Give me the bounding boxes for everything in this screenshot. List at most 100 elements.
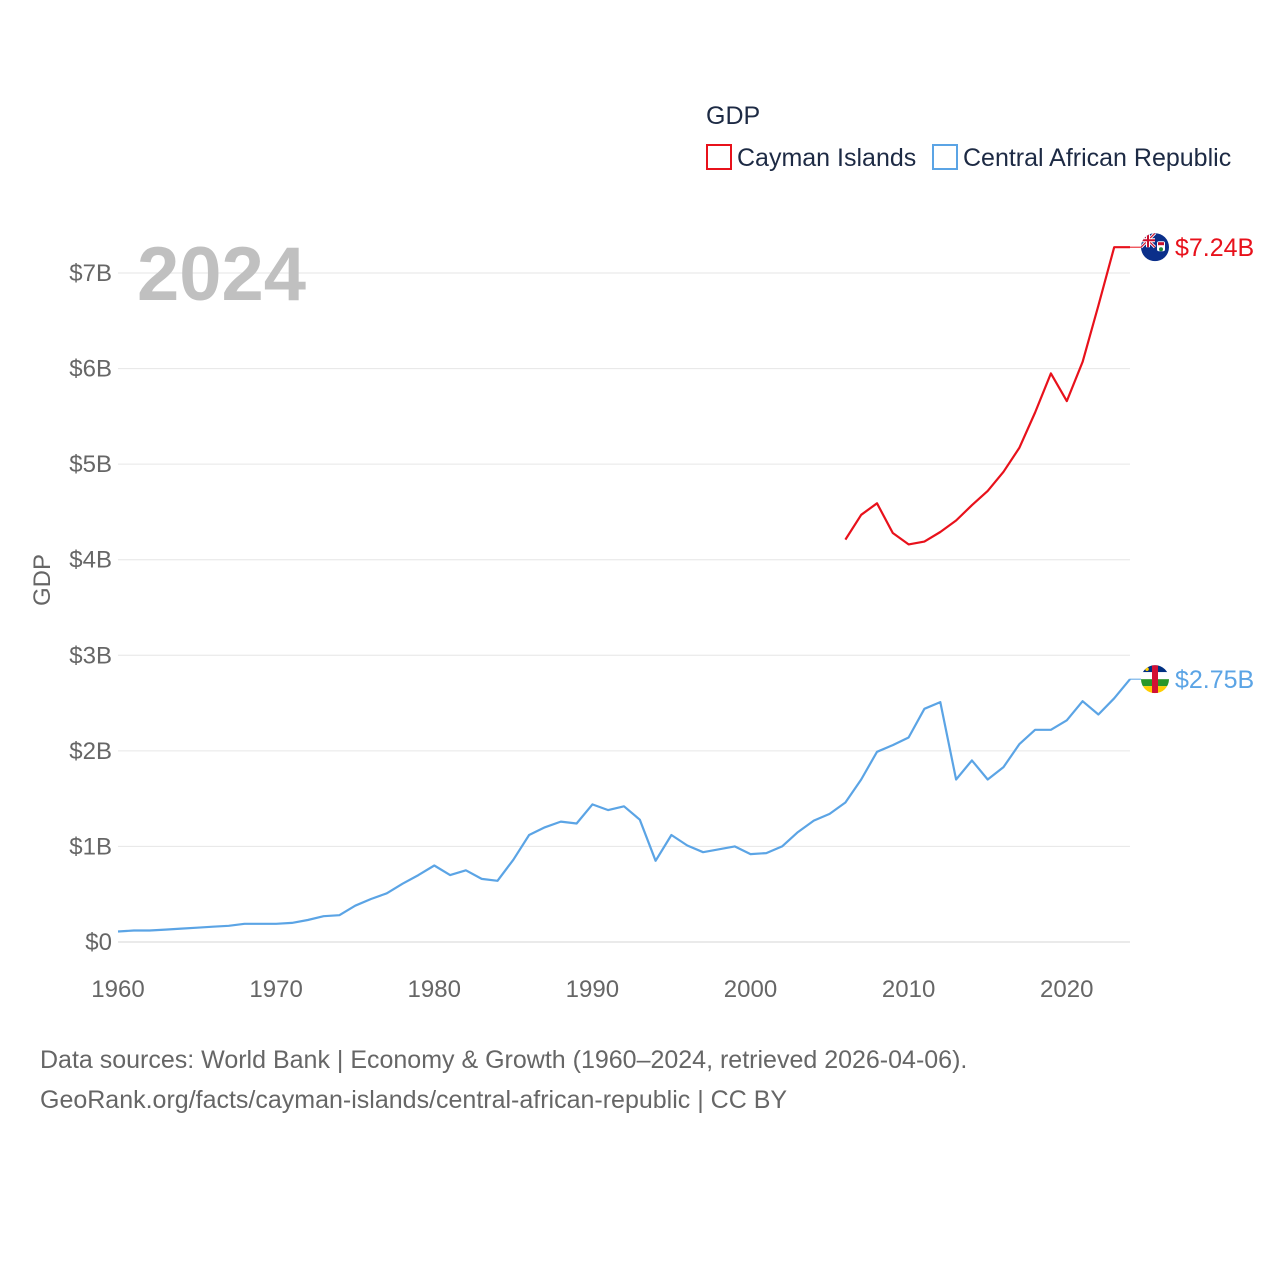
data-point[interactable] bbox=[700, 849, 706, 855]
y-tick-label: $2B bbox=[69, 738, 112, 765]
data-point[interactable] bbox=[605, 807, 611, 813]
data-point[interactable] bbox=[969, 757, 975, 763]
data-point[interactable] bbox=[874, 500, 880, 506]
data-point[interactable] bbox=[953, 777, 959, 783]
data-point[interactable] bbox=[621, 803, 627, 809]
data-point[interactable] bbox=[574, 820, 580, 826]
legend-item-cayman-islands[interactable]: Cayman Islands bbox=[706, 144, 916, 172]
data-point[interactable] bbox=[1016, 741, 1022, 747]
data-point[interactable] bbox=[431, 863, 437, 869]
data-point[interactable] bbox=[336, 912, 342, 918]
legend-swatch-cayman-islands bbox=[706, 144, 732, 170]
legend-item-central-african-republic[interactable]: Central African Republic bbox=[932, 144, 1231, 172]
data-point[interactable] bbox=[321, 913, 327, 919]
data-point[interactable] bbox=[779, 843, 785, 849]
y-tick-label: $0 bbox=[85, 929, 112, 956]
data-point[interactable] bbox=[194, 925, 200, 931]
data-point[interactable] bbox=[653, 858, 659, 864]
data-point[interactable] bbox=[732, 843, 738, 849]
data-point[interactable] bbox=[242, 921, 248, 927]
data-point[interactable] bbox=[273, 921, 279, 927]
series-line-central-african-republic[interactable] bbox=[117, 678, 1131, 933]
data-point[interactable] bbox=[368, 896, 374, 902]
data-point[interactable] bbox=[858, 777, 864, 783]
data-point[interactable] bbox=[811, 818, 817, 824]
data-point[interactable] bbox=[289, 920, 295, 926]
data-point[interactable] bbox=[937, 529, 943, 535]
data-point[interactable] bbox=[1032, 727, 1038, 733]
data-point[interactable] bbox=[716, 846, 722, 852]
year-label: 2024 bbox=[137, 232, 306, 317]
data-point[interactable] bbox=[969, 502, 975, 508]
data-point[interactable] bbox=[115, 928, 121, 934]
data-point[interactable] bbox=[495, 878, 501, 884]
data-point[interactable] bbox=[526, 832, 532, 838]
data-point[interactable] bbox=[1080, 698, 1086, 704]
data-point[interactable] bbox=[906, 734, 912, 740]
data-point[interactable] bbox=[985, 488, 991, 494]
data-point[interactable] bbox=[1111, 695, 1117, 701]
data-point[interactable] bbox=[921, 706, 927, 712]
data-point[interactable] bbox=[827, 811, 833, 817]
data-point[interactable] bbox=[384, 890, 390, 896]
series-layer bbox=[115, 244, 1141, 934]
data-point[interactable] bbox=[1048, 370, 1054, 376]
series-line-cayman-islands[interactable] bbox=[844, 246, 1130, 546]
data-point[interactable] bbox=[1064, 717, 1070, 723]
data-point[interactable] bbox=[858, 512, 864, 518]
data-point[interactable] bbox=[684, 842, 690, 848]
data-point[interactable] bbox=[1111, 244, 1117, 250]
legend-swatch-central-african-republic bbox=[932, 144, 958, 170]
data-point[interactable] bbox=[921, 539, 927, 545]
data-point[interactable] bbox=[1048, 727, 1054, 733]
x-tick-label: 2000 bbox=[724, 976, 777, 1003]
data-point[interactable] bbox=[1016, 445, 1022, 451]
data-point[interactable] bbox=[842, 537, 848, 543]
source-line-1: Data sources: World Bank | Economy & Gro… bbox=[40, 1046, 968, 1074]
x-axis-ticks: 1960 1970 1980 1990 2000 2010 2020 bbox=[91, 976, 1093, 1003]
data-point[interactable] bbox=[937, 699, 943, 705]
data-point[interactable] bbox=[985, 777, 991, 783]
data-point[interactable] bbox=[162, 927, 168, 933]
cayman-islands-flag-icon bbox=[1141, 233, 1169, 262]
data-point[interactable] bbox=[415, 872, 421, 878]
data-point[interactable] bbox=[257, 921, 263, 927]
data-point[interactable] bbox=[795, 829, 801, 835]
y-axis-title: GDP bbox=[29, 554, 56, 606]
data-point[interactable] bbox=[874, 749, 880, 755]
legend: GDP Cayman Islands Central African Repub… bbox=[706, 102, 1231, 172]
data-point[interactable] bbox=[906, 541, 912, 547]
data-point[interactable] bbox=[305, 917, 311, 923]
source-line-2[interactable]: GeoRank.org/facts/cayman-islands/central… bbox=[40, 1086, 788, 1114]
data-point[interactable] bbox=[1080, 359, 1086, 365]
data-point[interactable] bbox=[1001, 764, 1007, 770]
data-point[interactable] bbox=[558, 819, 564, 825]
data-point[interactable] bbox=[210, 924, 216, 930]
data-point[interactable] bbox=[637, 817, 643, 823]
data-point[interactable] bbox=[400, 881, 406, 887]
data-point[interactable] bbox=[352, 903, 358, 909]
data-point[interactable] bbox=[668, 832, 674, 838]
data-point[interactable] bbox=[447, 872, 453, 878]
data-point[interactable] bbox=[226, 923, 232, 929]
data-point[interactable] bbox=[1064, 398, 1070, 404]
data-point[interactable] bbox=[763, 850, 769, 856]
data-point[interactable] bbox=[589, 801, 595, 807]
data-point[interactable] bbox=[147, 928, 153, 934]
data-point[interactable] bbox=[463, 867, 469, 873]
data-point[interactable] bbox=[1095, 712, 1101, 718]
data-point[interactable] bbox=[131, 928, 137, 934]
data-point[interactable] bbox=[748, 851, 754, 857]
data-point[interactable] bbox=[178, 926, 184, 932]
data-point[interactable] bbox=[542, 824, 548, 830]
data-point[interactable] bbox=[1095, 302, 1101, 308]
data-point[interactable] bbox=[479, 876, 485, 882]
data-point[interactable] bbox=[890, 530, 896, 536]
data-point[interactable] bbox=[510, 857, 516, 863]
data-point[interactable] bbox=[890, 742, 896, 748]
data-point[interactable] bbox=[953, 518, 959, 524]
y-tick-label: $7B bbox=[69, 260, 112, 287]
data-point[interactable] bbox=[842, 799, 848, 805]
data-point[interactable] bbox=[1001, 469, 1007, 475]
data-point[interactable] bbox=[1032, 410, 1038, 416]
